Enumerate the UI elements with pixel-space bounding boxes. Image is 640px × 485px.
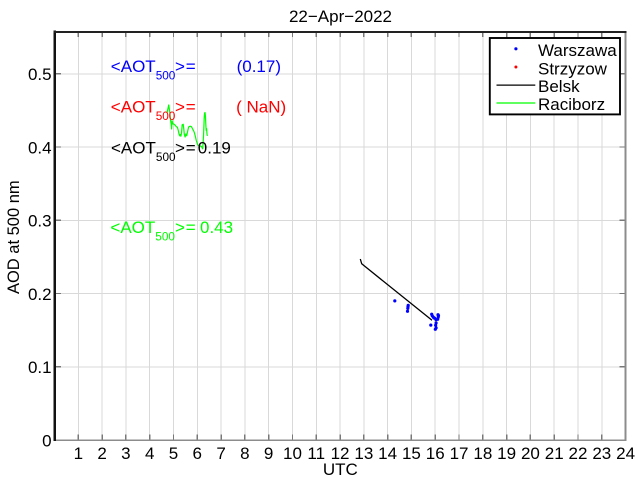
svg-text:5: 5: [169, 444, 178, 463]
svg-text:2: 2: [97, 444, 106, 463]
svg-text:AOD at 500 nm: AOD at 500 nm: [5, 180, 23, 294]
svg-text:Raciborz: Raciborz: [538, 95, 605, 114]
svg-text:0.3: 0.3: [28, 212, 52, 231]
svg-text:8: 8: [240, 444, 249, 463]
svg-text:11: 11: [307, 444, 325, 463]
svg-text:16: 16: [426, 444, 445, 463]
svg-text:17: 17: [450, 444, 469, 463]
svg-text:4: 4: [145, 444, 154, 463]
svg-text:0.1: 0.1: [28, 358, 52, 377]
svg-text:1: 1: [74, 444, 83, 463]
svg-text:18: 18: [473, 444, 492, 463]
svg-text:9: 9: [264, 444, 273, 463]
svg-text:0: 0: [42, 431, 51, 450]
svg-text:Belsk: Belsk: [538, 77, 580, 96]
svg-text:6: 6: [193, 444, 202, 463]
svg-text:14: 14: [378, 444, 397, 463]
svg-text:UTC: UTC: [323, 460, 358, 479]
svg-text:24: 24: [616, 444, 635, 463]
svg-text:10: 10: [283, 444, 302, 463]
svg-text:19: 19: [497, 444, 516, 463]
svg-text:15: 15: [402, 444, 421, 463]
svg-text:Strzyzow: Strzyzow: [538, 59, 608, 78]
svg-text:0.4: 0.4: [28, 138, 52, 157]
svg-text:20: 20: [521, 444, 540, 463]
svg-text:3: 3: [121, 444, 130, 463]
svg-text:13: 13: [354, 444, 373, 463]
svg-text:22−Apr−2022: 22−Apr−2022: [289, 7, 392, 26]
svg-text:0.5: 0.5: [28, 65, 52, 84]
svg-text:23: 23: [592, 444, 611, 463]
svg-text:7: 7: [216, 444, 225, 463]
svg-text:12: 12: [331, 444, 350, 463]
svg-text:22: 22: [569, 444, 588, 463]
svg-text:Warszawa: Warszawa: [538, 41, 617, 60]
svg-text:0.2: 0.2: [28, 285, 52, 304]
svg-text:21: 21: [545, 444, 564, 463]
